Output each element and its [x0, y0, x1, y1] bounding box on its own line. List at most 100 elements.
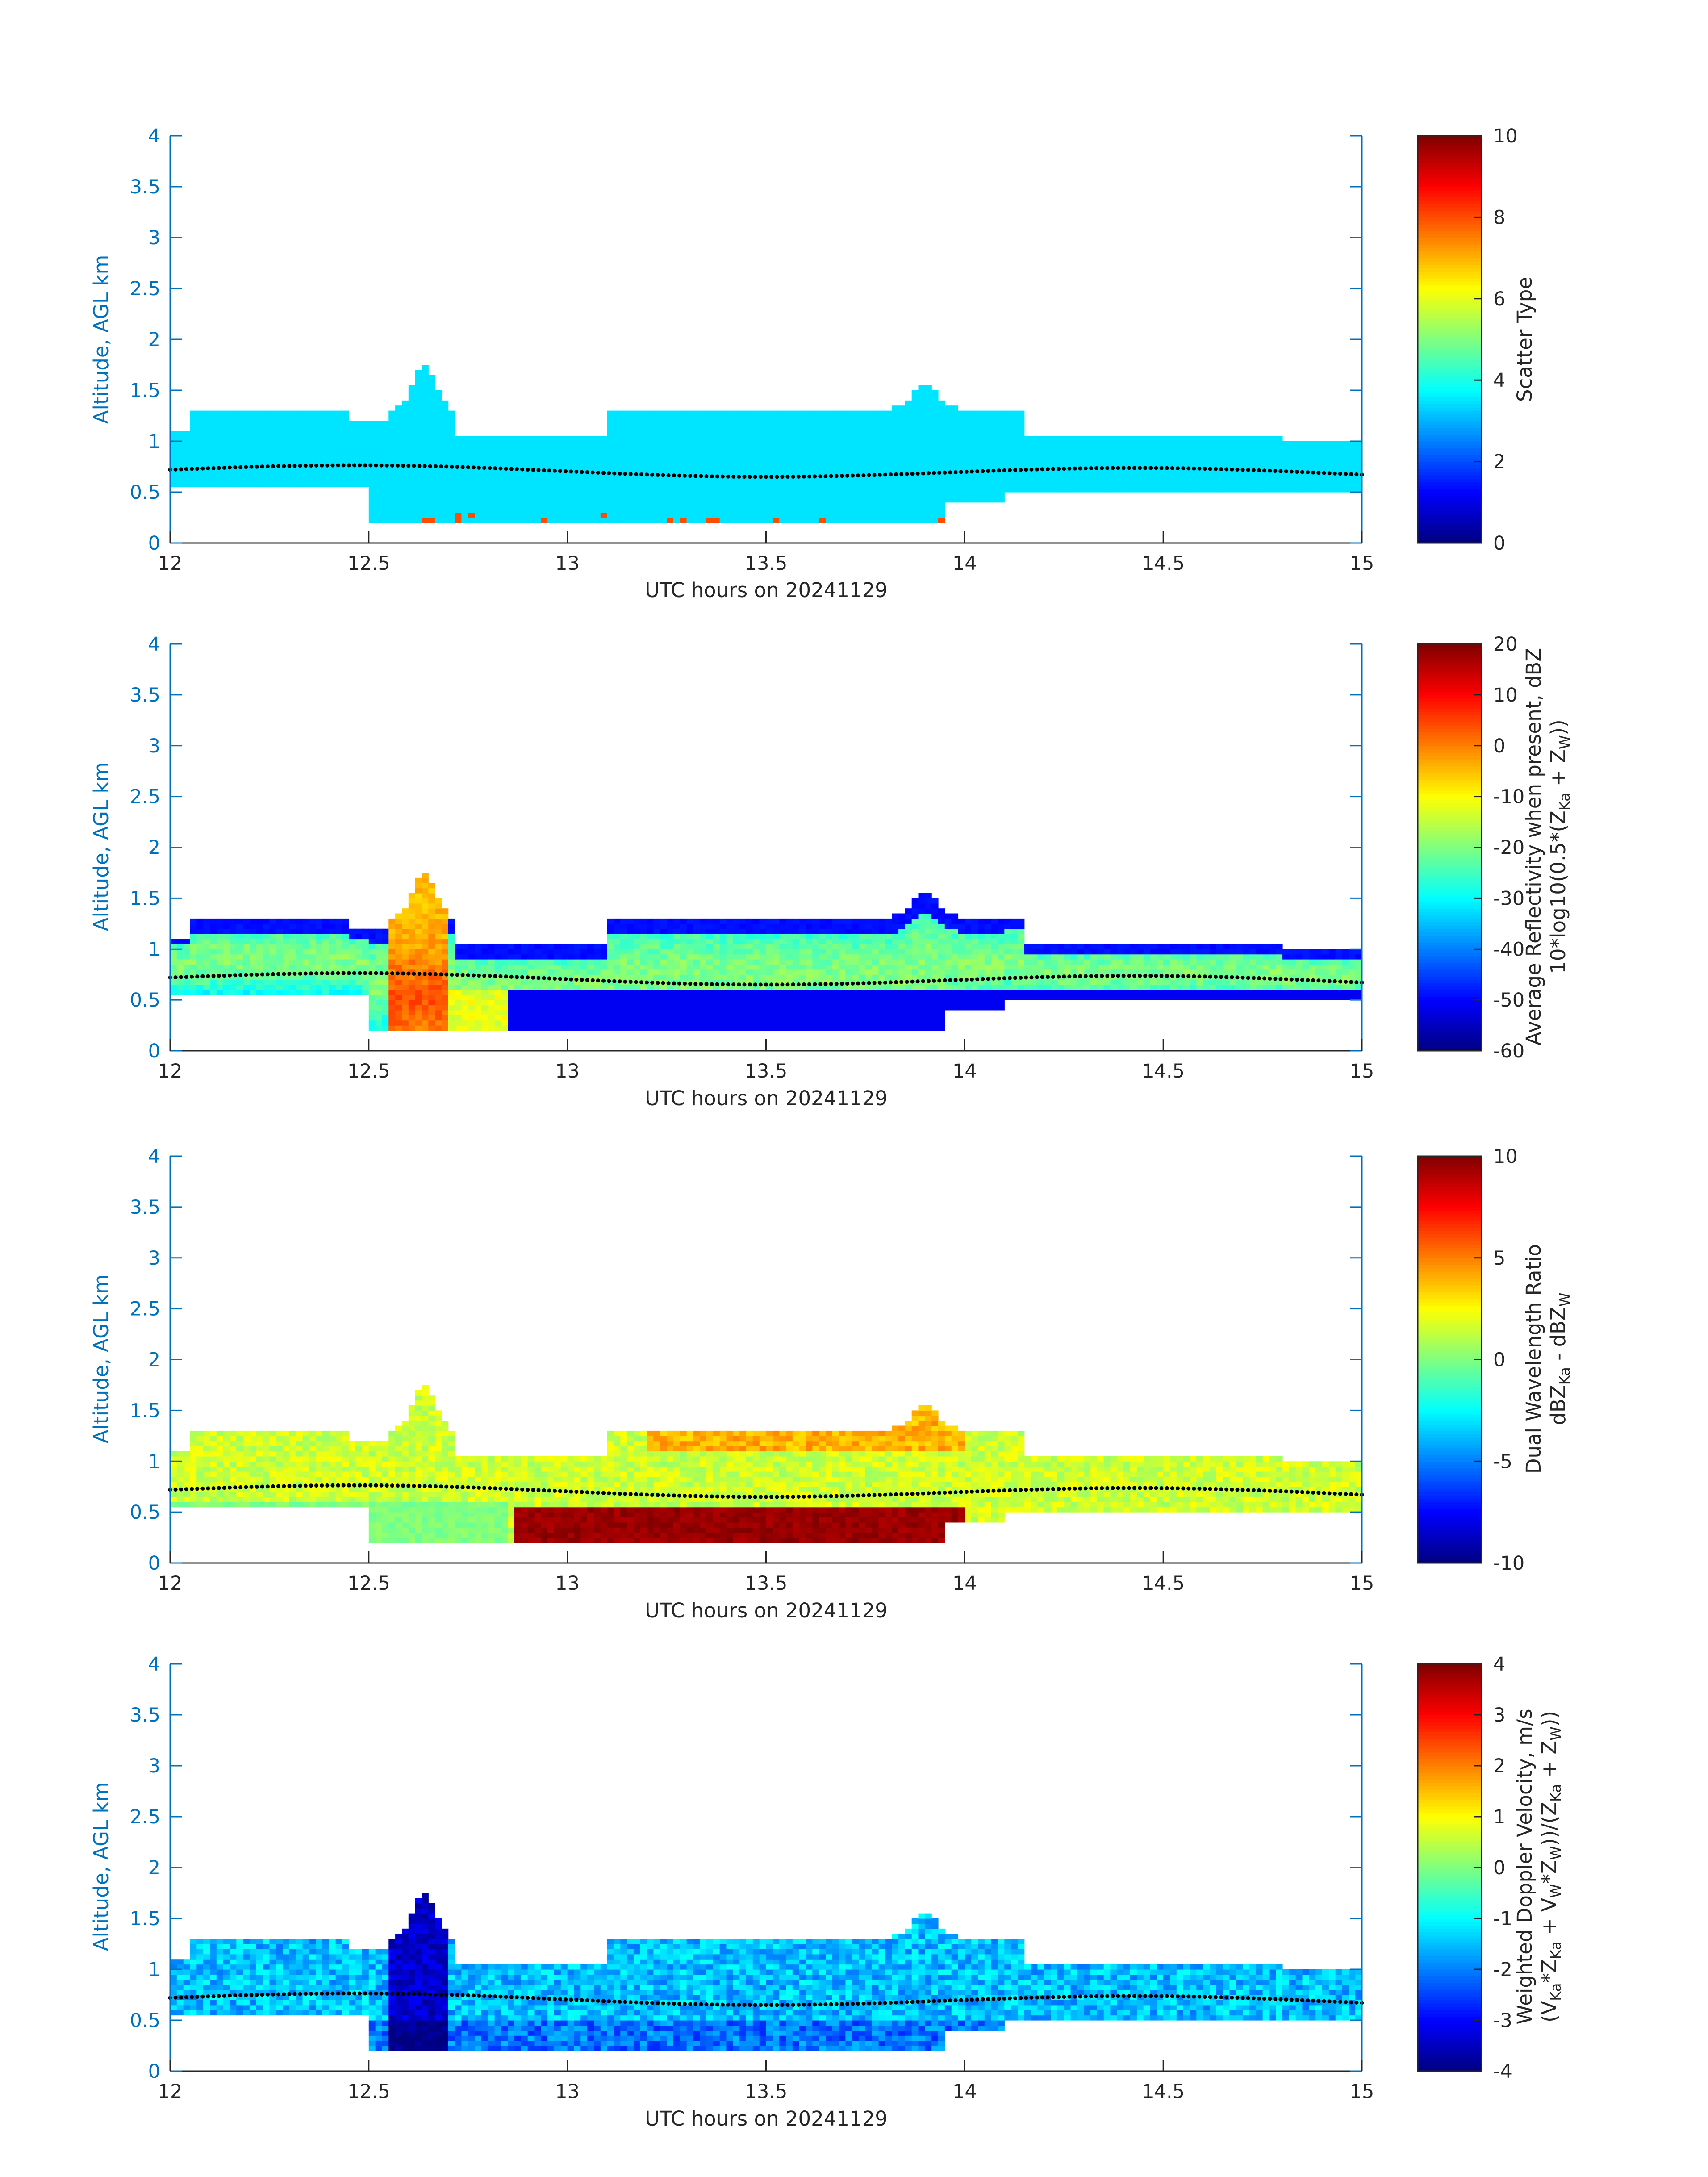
heatmap-cell — [1342, 487, 1349, 493]
heatmap-cell — [1223, 456, 1230, 462]
heatmap-cell — [349, 446, 356, 452]
heatmap-cell — [269, 451, 276, 457]
heatmap-cell — [1170, 446, 1177, 452]
heatmap-cell — [1057, 446, 1065, 452]
heatmap-cell — [441, 1010, 449, 1015]
heatmap-cell — [422, 416, 429, 421]
heatmap-cell — [673, 507, 681, 513]
heatmap-cell — [1070, 461, 1077, 467]
heatmap-cell — [600, 518, 608, 523]
heatmap-cell — [190, 421, 197, 426]
heatmap-cell — [1315, 467, 1323, 472]
heatmap-cell — [560, 944, 568, 949]
mlh-point — [536, 468, 541, 472]
heatmap-cell — [779, 436, 786, 442]
heatmap-cell — [289, 928, 296, 934]
heatmap-cell — [640, 461, 647, 467]
heatmap-cell — [885, 421, 892, 426]
heatmap-cell — [1084, 451, 1091, 457]
heatmap-cell — [719, 994, 727, 1000]
heatmap-cell — [534, 441, 541, 447]
heatmap-cell — [859, 518, 866, 523]
heatmap-cell — [647, 426, 654, 431]
heatmap-cell — [1355, 446, 1362, 452]
heatmap-cell — [402, 939, 409, 944]
heatmap-cell — [488, 1010, 495, 1015]
heatmap-cell — [1004, 431, 1011, 437]
heatmap-cell — [1110, 436, 1117, 442]
heatmap-cell — [408, 416, 416, 421]
heatmap-cell — [892, 476, 899, 482]
heatmap-cell — [527, 461, 535, 467]
heatmap-cell — [726, 467, 733, 472]
heatmap-cell — [1282, 451, 1290, 457]
heatmap-cell — [786, 492, 793, 497]
heatmap-cell — [958, 410, 965, 416]
heatmap-cell — [660, 482, 667, 488]
heatmap-cell — [1011, 410, 1018, 416]
heatmap-cell — [441, 1000, 449, 1006]
heatmap-cell — [660, 949, 667, 955]
heatmap-cell — [236, 934, 243, 940]
heatmap-cell — [905, 426, 912, 431]
heatmap-cell — [190, 944, 197, 949]
heatmap-cell — [865, 487, 873, 493]
mlh-point — [211, 466, 216, 470]
heatmap-cell — [700, 436, 707, 442]
heatmap-cell — [422, 928, 429, 934]
heatmap-cell — [733, 436, 740, 442]
heatmap-cell — [719, 431, 727, 437]
heatmap-cell — [560, 461, 568, 467]
heatmap-cell — [713, 1020, 720, 1026]
heatmap-cell — [713, 446, 720, 452]
heatmap-cell — [283, 441, 290, 447]
mlh-point — [910, 472, 915, 476]
heatmap-cell — [422, 1020, 429, 1026]
heatmap-cell — [527, 472, 535, 477]
heatmap-cell — [309, 985, 316, 990]
heatmap-cell — [296, 421, 303, 426]
heatmap-cell — [488, 507, 495, 513]
heatmap-cell — [488, 436, 495, 442]
heatmap-cell — [647, 461, 654, 467]
heatmap-cell — [713, 497, 720, 503]
colorbar-tick-label: 6 — [1493, 288, 1505, 310]
heatmap-cell — [614, 1000, 621, 1006]
heatmap-cell — [1236, 446, 1243, 452]
heatmap-cell — [1077, 461, 1084, 467]
heatmap-cell — [819, 456, 826, 462]
mlh-point — [1100, 466, 1104, 470]
heatmap-cell — [302, 436, 309, 442]
mlh-point — [1327, 471, 1332, 476]
heatmap-cell — [680, 467, 687, 472]
heatmap-cell — [210, 934, 217, 940]
heatmap-cell — [1044, 436, 1051, 442]
heatmap-cell — [898, 492, 906, 497]
heatmap-cell — [402, 400, 409, 406]
colorbar-swatch — [1418, 370, 1482, 374]
mlh-point — [482, 466, 487, 470]
heatmap-cell — [203, 456, 210, 462]
heatmap-cell — [170, 979, 177, 985]
mlh-point — [612, 471, 617, 476]
heatmap-cell — [998, 416, 1005, 421]
heatmap-cell — [1064, 436, 1071, 442]
heatmap-cell — [1044, 461, 1051, 467]
heatmap-cell — [302, 416, 309, 421]
heatmap-cell — [382, 994, 389, 1000]
heatmap-cell — [296, 482, 303, 488]
heatmap-cell — [773, 456, 780, 462]
heatmap-cell — [686, 512, 693, 518]
heatmap-cell — [918, 385, 925, 391]
heatmap-cell — [210, 969, 217, 975]
heatmap-cell — [435, 928, 442, 934]
mlh-point — [1197, 466, 1202, 471]
heatmap-cell — [428, 1015, 435, 1021]
heatmap-cell — [1163, 482, 1170, 488]
mlh-point — [1013, 468, 1018, 472]
mlh-point — [1105, 466, 1110, 470]
heatmap-cell — [759, 518, 767, 523]
heatmap-cell — [958, 426, 965, 431]
colorbar-swatch — [1418, 438, 1482, 442]
heatmap-cell — [859, 497, 866, 503]
